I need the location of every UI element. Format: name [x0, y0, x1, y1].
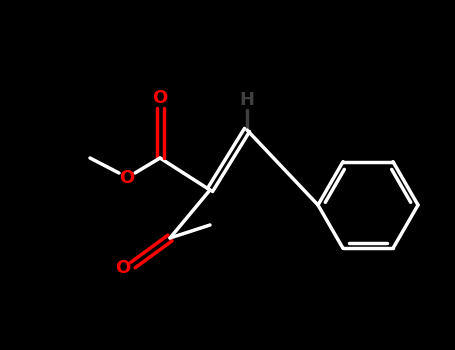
Text: O: O — [116, 259, 131, 277]
Text: O: O — [152, 89, 167, 107]
Text: O: O — [119, 169, 135, 187]
Text: H: H — [239, 91, 254, 109]
